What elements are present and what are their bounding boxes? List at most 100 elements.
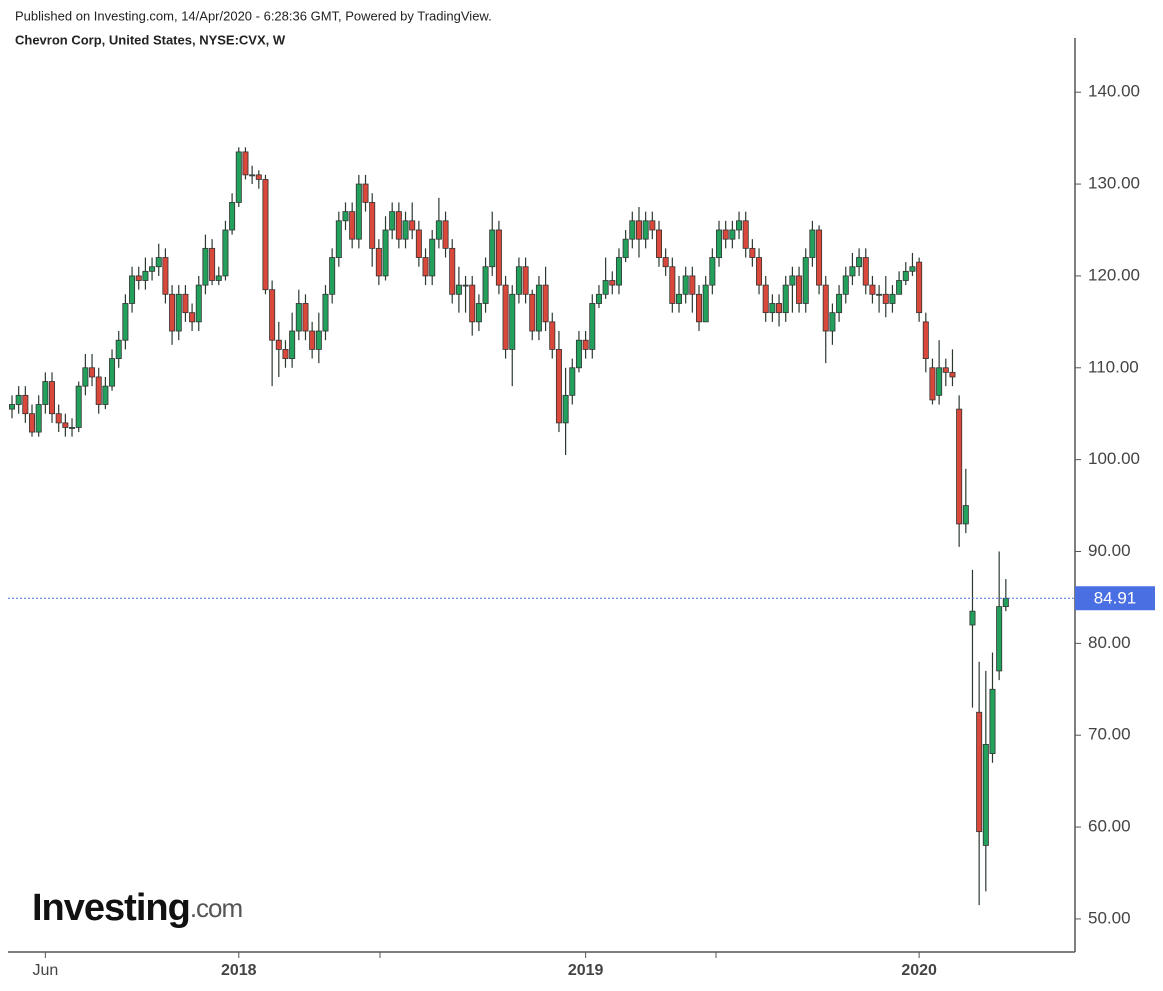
candle-body (309, 330, 316, 350)
candle-body (509, 293, 516, 350)
candle-body (55, 413, 62, 424)
y-tick-label: 90.00 (1088, 541, 1131, 560)
candle-body (996, 606, 1003, 672)
candle-body (989, 688, 996, 754)
candle-body (822, 284, 829, 332)
candle-body (756, 257, 763, 286)
x-tick-label: 2020 (901, 962, 937, 979)
candle-body (422, 257, 429, 277)
candle-body (102, 385, 109, 405)
candle-body (89, 367, 96, 378)
candle-body (1002, 597, 1009, 608)
candle-body (889, 293, 896, 304)
candle-body (936, 367, 943, 396)
y-tick-label: 50.00 (1088, 908, 1131, 927)
candle-body (129, 275, 136, 304)
candle-body (789, 275, 796, 286)
candle-body (702, 284, 709, 323)
last-price-label: 84.91 (1094, 589, 1137, 608)
candle-body (716, 229, 723, 258)
candle-body (635, 220, 642, 240)
candle-body (575, 339, 582, 369)
candle-body (696, 293, 703, 323)
candle-body (162, 257, 169, 295)
candle-body (802, 257, 809, 304)
y-tick-label: 100.00 (1088, 449, 1140, 468)
candle-body (629, 220, 636, 240)
candle-body (849, 266, 856, 277)
candle-body (49, 381, 56, 415)
candle-body (275, 339, 282, 350)
candle-body (155, 257, 162, 268)
candle-body (589, 303, 596, 350)
candle-body (742, 220, 749, 249)
candle-body (489, 229, 496, 268)
candle-body (15, 394, 22, 405)
candle-body (655, 229, 662, 258)
candle-body (435, 220, 442, 240)
candle-body (8, 404, 15, 410)
candle-body (482, 266, 489, 304)
candle-body (449, 247, 456, 295)
candle-body (442, 220, 449, 249)
published-note: Published on Investing.com, 14/Apr/2020 … (15, 8, 492, 23)
candle-body (956, 408, 963, 525)
candle-body (182, 293, 189, 314)
candle-body (329, 257, 336, 295)
candle-body (75, 385, 82, 428)
x-tick-label: Jun (32, 962, 58, 979)
candle-body (916, 261, 923, 314)
candle-body (569, 367, 576, 396)
candle-body (235, 151, 242, 203)
candle-body (669, 266, 676, 304)
candle-body (555, 349, 562, 424)
candle-body (582, 339, 589, 350)
candle-body (409, 220, 416, 231)
y-tick-label: 110.00 (1088, 357, 1139, 376)
candle-body (382, 229, 389, 277)
candle-body (282, 349, 289, 359)
candle-body (615, 257, 622, 286)
x-tick-label: 2019 (568, 962, 604, 979)
candle-body (255, 174, 262, 180)
candle-body (302, 303, 309, 332)
candle-body (862, 257, 869, 286)
candle-body (729, 229, 736, 240)
candle-body (69, 427, 76, 429)
candle-body (242, 151, 249, 176)
y-tick-label: 140.00 (1088, 82, 1140, 101)
candle-body (169, 293, 176, 332)
candle-body (289, 330, 296, 359)
candle-body (736, 220, 743, 231)
candle-body (349, 211, 356, 240)
candle-body (762, 284, 769, 314)
candle-body (222, 229, 229, 277)
candle-body (976, 711, 983, 833)
candle-body (642, 220, 649, 240)
candle-body (709, 257, 716, 286)
candle-body (375, 247, 382, 277)
candle-body (149, 266, 156, 272)
logo-main: Investing (32, 887, 190, 929)
candle-body (595, 293, 602, 304)
candle-body (415, 229, 422, 258)
candle-body (542, 284, 549, 323)
candle-body (109, 358, 116, 387)
candle-body (115, 339, 122, 359)
candle-body (29, 413, 36, 433)
symbol-title: Chevron Corp, United States, NYSE:CVX, W (15, 32, 286, 47)
candle-body (229, 202, 236, 231)
x-tick-label: 2018 (221, 962, 257, 979)
candle-body (82, 367, 89, 387)
candle-body (816, 229, 823, 286)
candle-body (355, 183, 362, 240)
candle-body (175, 293, 182, 332)
candle-body (475, 303, 482, 323)
y-tick-label: 120.00 (1088, 265, 1140, 284)
candle-body (515, 266, 522, 295)
candle-body (202, 247, 209, 286)
candle-body (295, 303, 302, 332)
candle-body (35, 404, 42, 433)
